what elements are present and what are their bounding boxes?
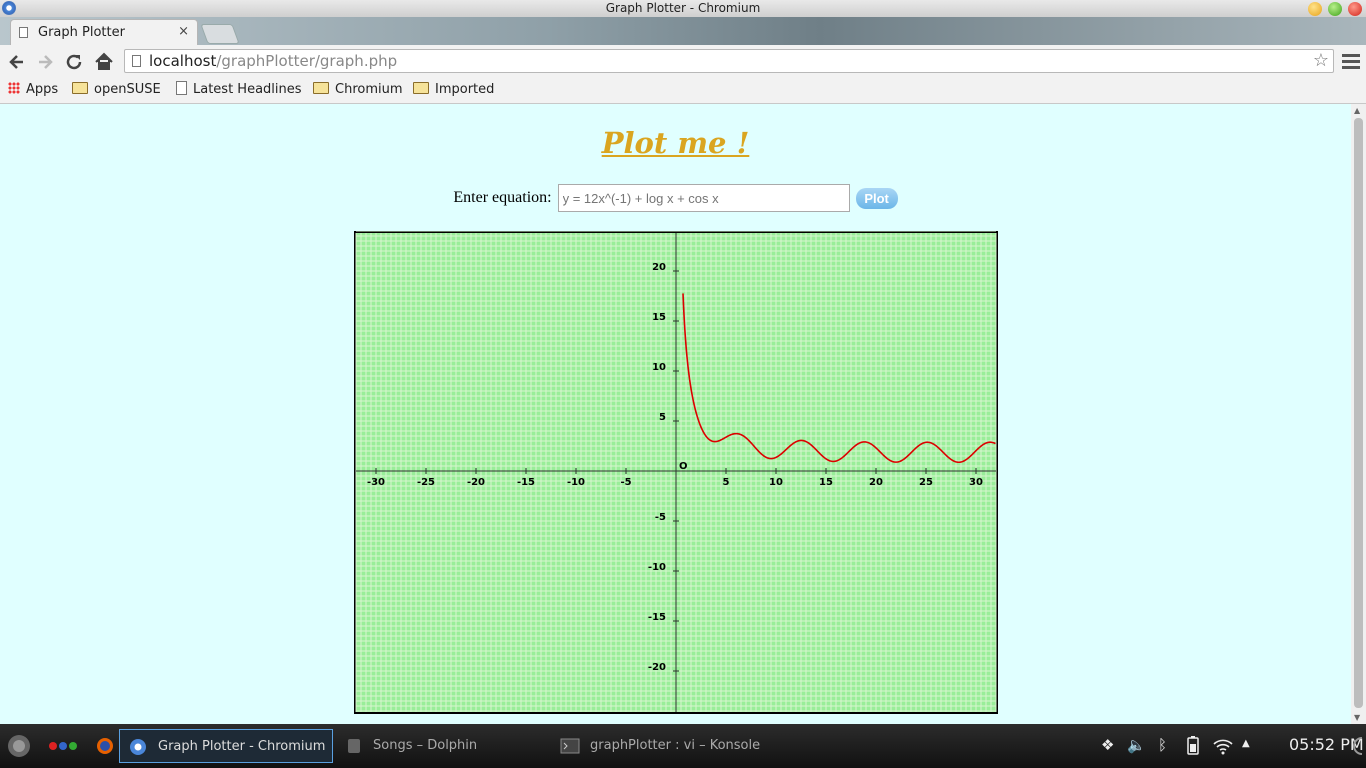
- back-button[interactable]: [6, 51, 28, 73]
- x-tick-label: -20: [467, 477, 485, 488]
- notification-icon[interactable]: [1350, 736, 1366, 756]
- x-tick-label: 5: [723, 477, 730, 488]
- task-dolphin[interactable]: Songs – Dolphin: [344, 729, 544, 763]
- chromium-icon: [2, 1, 16, 15]
- chromium-icon: [130, 739, 146, 755]
- equation-label: Enter equation:: [453, 189, 552, 206]
- gecko-menu-icon[interactable]: [4, 732, 34, 760]
- x-tick-label: 20: [869, 477, 883, 488]
- home-button[interactable]: [93, 51, 115, 73]
- reload-button[interactable]: [63, 51, 85, 73]
- y-tick-label: -15: [648, 612, 666, 623]
- x-tick-label: 10: [769, 477, 783, 488]
- y-tick-label: -20: [648, 662, 666, 673]
- bookmark-imported[interactable]: Imported: [413, 81, 494, 99]
- scrollbar-thumb[interactable]: [1354, 118, 1363, 708]
- x-tick-label: 25: [919, 477, 933, 488]
- graph-canvas: -30 -25 -20 -15 -10 -5 5 10 15 20 25 30 20 15 10 5 -5 -10…: [354, 231, 998, 714]
- taskbar: Graph Plotter - Chromium Songs – Dolphin…: [0, 724, 1366, 768]
- tab-graph-plotter[interactable]: Graph Plotter ×: [10, 19, 198, 45]
- tray-expand-icon[interactable]: ▲: [1242, 738, 1250, 749]
- equation-input[interactable]: [557, 184, 850, 212]
- firefox-icon[interactable]: [95, 736, 115, 756]
- bookmark-apps[interactable]: Apps: [8, 81, 58, 99]
- page-icon: [132, 55, 141, 67]
- forward-button[interactable]: [34, 51, 56, 73]
- y-tick-label: -5: [655, 512, 666, 523]
- reload-icon: [66, 54, 82, 70]
- folder-icon: [313, 82, 329, 94]
- battery-icon[interactable]: [1186, 736, 1200, 756]
- y-tick-label: 5: [659, 412, 666, 423]
- x-tick-label: 30: [969, 477, 983, 488]
- folder-icon: [413, 82, 429, 94]
- x-tick-label: -25: [417, 477, 435, 488]
- apps-grid-icon: [8, 82, 20, 94]
- x-tick-label: -30: [367, 477, 385, 488]
- x-tick-label: -10: [567, 477, 585, 488]
- konsole-icon: [560, 738, 580, 754]
- bookmark-star-icon[interactable]: ☆: [1312, 50, 1329, 71]
- wifi-icon[interactable]: [1212, 736, 1234, 756]
- tab-title: Graph Plotter: [38, 25, 125, 40]
- desktop-pager-icon[interactable]: [48, 739, 80, 753]
- page-title: Plot me !: [601, 126, 750, 160]
- y-tick-label: 20: [652, 262, 666, 273]
- back-arrow-icon: [9, 55, 23, 69]
- bookmark-chromium[interactable]: Chromium: [313, 81, 403, 99]
- page-icon: [19, 27, 28, 38]
- address-bar[interactable]: localhost/graphPlotter/graph.php ☆: [124, 49, 1334, 73]
- equation-form: Enter equation: Plot: [0, 184, 1351, 212]
- scroll-down-arrow-icon[interactable]: ▼: [1354, 713, 1361, 722]
- dropbox-icon[interactable]: ❖: [1101, 736, 1115, 754]
- task-konsole[interactable]: graphPlotter : vi – Konsole: [558, 729, 788, 763]
- dolphin-icon: [348, 739, 360, 753]
- chrome-menu-icon[interactable]: [1342, 51, 1360, 71]
- page-icon: [176, 81, 187, 95]
- function-curve: [682, 293, 996, 464]
- y-tick-label: 15: [652, 312, 666, 323]
- forward-arrow-icon: [39, 55, 53, 69]
- maximize-button[interactable]: [1328, 2, 1342, 16]
- bookmark-latest-headlines[interactable]: Latest Headlines: [176, 81, 302, 99]
- bluetooth-icon[interactable]: ᛒ: [1158, 736, 1168, 754]
- minimize-button[interactable]: [1308, 2, 1322, 16]
- vertical-scrollbar[interactable]: ▲ ▼: [1351, 104, 1366, 724]
- url-text[interactable]: localhost/graphPlotter/graph.php: [149, 52, 398, 70]
- task-chromium[interactable]: Graph Plotter - Chromium: [119, 729, 333, 763]
- browser-toolbar: localhost/graphPlotter/graph.php ☆: [0, 45, 1366, 78]
- close-window-button[interactable]: [1348, 2, 1362, 16]
- x-tick-label: 15: [819, 477, 833, 488]
- window-titlebar: Graph Plotter - Chromium: [0, 0, 1366, 17]
- clock[interactable]: 05:52 PM: [1289, 735, 1364, 754]
- volume-icon[interactable]: 🔈: [1127, 736, 1146, 754]
- y-tick-label: 10: [652, 362, 666, 373]
- close-tab-icon[interactable]: ×: [178, 24, 189, 39]
- page-content: Plot me ! Enter equation: Plot -30 -25 -20…: [0, 104, 1351, 724]
- plot-button[interactable]: Plot: [855, 187, 898, 209]
- scroll-up-arrow-icon[interactable]: ▲: [1354, 106, 1361, 115]
- tab-strip: Graph Plotter ×: [0, 17, 1366, 45]
- new-tab-button[interactable]: [200, 24, 240, 44]
- bookmark-opensuse[interactable]: openSUSE: [72, 81, 161, 99]
- home-icon: [95, 52, 113, 70]
- y-tick-label: -10: [648, 562, 666, 573]
- window-title: Graph Plotter - Chromium: [605, 1, 761, 15]
- bookmarks-bar: Apps openSUSE Latest Headlines Chromium …: [0, 78, 1366, 104]
- x-tick-label: -5: [620, 477, 631, 488]
- origin-label: O: [679, 461, 688, 472]
- x-tick-label: -15: [517, 477, 535, 488]
- folder-icon: [72, 82, 88, 94]
